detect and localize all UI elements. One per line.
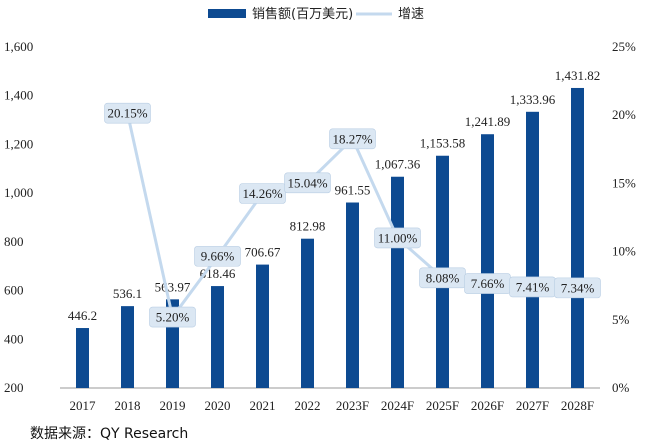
x-tick-label: 2019 (160, 398, 186, 413)
y-right-tick-label: 5% (612, 312, 630, 327)
legend-growth-label: 增速 (398, 7, 424, 22)
growth-label-box (104, 102, 151, 124)
growth-rate-label: 18.27% (332, 131, 372, 146)
sales-bar-label: 812.98 (290, 219, 326, 234)
x-tick-label: 2021 (250, 398, 276, 413)
x-tick-label: 2025F (426, 398, 459, 413)
growth-label-box (284, 172, 331, 194)
x-tick-label: 2018 (115, 398, 141, 413)
sales-bar-label: 536.1 (113, 286, 142, 301)
y-left-tick-label: 200 (4, 380, 24, 395)
data-source: 数据来源：QY Research (30, 423, 188, 443)
source-label: 数据来源： (30, 426, 100, 442)
sales-bar (121, 306, 134, 388)
sales-bar-label: 446.2 (68, 308, 97, 323)
sales-bar (391, 176, 404, 388)
sales-bar-label: 1,431.82 (555, 68, 601, 83)
growth-rate-label: 7.66% (471, 276, 505, 291)
legend-sales-swatch (208, 9, 246, 18)
x-tick-label: 2028F (561, 398, 594, 413)
growth-rate-label: 9.66% (201, 249, 235, 264)
growth-rate-label: 8.08% (426, 270, 460, 285)
y-left-tick-label: 600 (4, 283, 24, 298)
growth-rate-label: 14.26% (242, 186, 282, 201)
x-tick-label: 2024F (381, 398, 414, 413)
x-tick-label: 2022 (295, 398, 321, 413)
growth-rate-label: 7.34% (561, 280, 595, 295)
sales-bar (76, 328, 89, 388)
sales-bar-label: 563.97 (155, 279, 191, 294)
x-tick-label: 2026F (471, 398, 504, 413)
y-right-tick-label: 15% (612, 175, 636, 190)
sales-bar-label: 706.67 (245, 245, 281, 260)
sales-bar-label: 1,241.89 (465, 114, 511, 129)
growth-rate-label: 20.15% (107, 106, 147, 121)
y-left-tick-label: 800 (4, 234, 24, 249)
x-tick-label: 2027F (516, 398, 549, 413)
growth-label-box (554, 277, 601, 299)
y-left-tick-label: 400 (4, 331, 24, 346)
sales-bar-label: 1,067.36 (375, 157, 421, 172)
sales-bar (301, 238, 314, 388)
sales-bar (346, 202, 359, 388)
sales-bar-label: 1,153.58 (420, 136, 466, 151)
y-left-tick-label: 1,000 (4, 185, 33, 200)
y-right-tick-label: 20% (612, 107, 636, 122)
sales-bar (256, 264, 269, 388)
growth-label-box (149, 306, 196, 328)
growth-label-box (194, 245, 241, 267)
source-text: QY Research (100, 426, 189, 442)
sales-bar (481, 134, 494, 388)
x-tick-label: 2017 (70, 398, 97, 413)
growth-rate-label: 15.04% (287, 175, 327, 190)
growth-rate-label: 7.41% (516, 279, 550, 294)
growth-rate-label: 5.20% (156, 310, 190, 325)
sales-bar (211, 286, 224, 388)
y-right-tick-label: 25% (612, 39, 636, 54)
y-right-tick-label: 0% (612, 380, 630, 395)
y-left-tick-label: 1,400 (4, 88, 33, 103)
sales-bar-label: 1,333.96 (510, 92, 556, 107)
y-left-tick-label: 1,600 (4, 39, 33, 54)
x-tick-label: 2020 (205, 398, 231, 413)
sales-bar-label: 961.55 (335, 183, 371, 198)
sales-bar (571, 87, 584, 389)
growth-rate-label: 11.00% (378, 230, 418, 245)
y-right-tick-label: 10% (612, 244, 636, 259)
x-tick-label: 2023F (336, 398, 369, 413)
growth-label-box (329, 128, 376, 150)
sales-bar (526, 111, 539, 388)
y-left-tick-label: 1,200 (4, 136, 33, 151)
legend-sales-label: 销售额(百万美元) (252, 6, 353, 22)
growth-label-box (239, 183, 286, 204)
growth-label-box (374, 227, 421, 249)
